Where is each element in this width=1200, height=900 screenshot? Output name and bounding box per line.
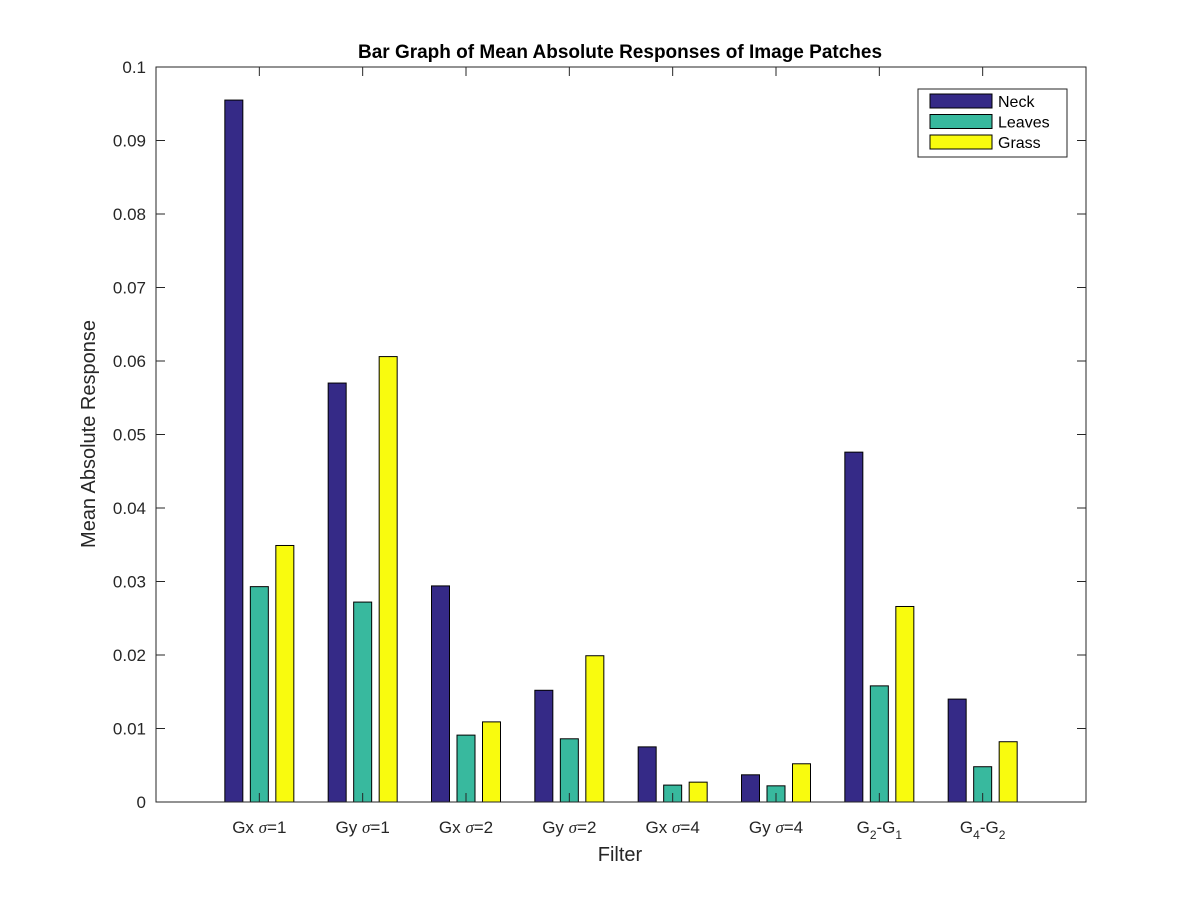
bar-leaves-1 <box>353 601 373 803</box>
legend-label-grass: Grass <box>998 135 1041 152</box>
bar-grass-2 <box>482 721 501 803</box>
bar-neck-0 <box>224 99 244 803</box>
y-tick-label: 0 <box>137 793 146 812</box>
bar-grass-0 <box>275 544 295 803</box>
y-tick-label: 0.1 <box>122 58 146 77</box>
y-tick-label: 0.08 <box>113 205 146 224</box>
y-tick-label: 0.09 <box>113 132 146 151</box>
x-tick-label-3: Gy σ=2 <box>542 818 596 837</box>
bar-grass-1 <box>378 356 398 803</box>
bar-neck-2 <box>431 585 450 803</box>
bar-leaves-3 <box>559 738 579 803</box>
x-axis: Gx σ=1 Gy σ=1 Gx σ=2 Gy σ=2 Gx σ=4 Gy σ=4 G2-G… <box>232 67 1006 842</box>
bar-neck-7 <box>947 698 967 803</box>
bar-leaves-6 <box>869 685 889 803</box>
legend-label-neck: Neck <box>998 94 1035 111</box>
bar-neck-1 <box>327 382 347 803</box>
bar-grass-3 <box>585 655 605 803</box>
y-tick-label: 0.05 <box>113 426 146 445</box>
y-tick-label: 0.07 <box>113 279 146 298</box>
legend-swatch-leaves <box>929 114 993 129</box>
y-tick-label: 0.06 <box>113 352 146 371</box>
bar-neck-3 <box>534 689 554 803</box>
x-tick-label-0: Gx σ=1 <box>232 818 286 837</box>
bar-grass-7 <box>998 741 1018 803</box>
y-tick-label: 0.01 <box>113 720 146 739</box>
y-axis-label: Mean Absolute Response <box>78 320 100 548</box>
y-tick-label: 0.04 <box>113 499 146 518</box>
bar-leaves-2 <box>456 734 476 803</box>
y-axis: 0 0.01 0.02 0.03 0.04 0.05 0.06 0.07 0.08 0.09 0.1 <box>113 58 1086 812</box>
legend-swatch-neck <box>929 93 993 109</box>
bar-neck-5 <box>741 774 760 803</box>
x-tick-label-4: Gx σ=4 <box>646 818 700 837</box>
bar-neck-4 <box>637 746 657 803</box>
x-tick-label-5: Gy σ=4 <box>749 818 803 837</box>
bar-leaves-0 <box>249 586 269 803</box>
x-tick-label-7: G4-G2 <box>960 818 1006 842</box>
bar-grass-6 <box>895 605 915 803</box>
bar-grass-4 <box>688 781 708 803</box>
x-tick-label-6: G2-G1 <box>857 818 903 842</box>
x-tick-label-1: Gy σ=1 <box>336 818 390 837</box>
x-tick-label-2: Gx σ=2 <box>439 818 493 837</box>
bar-grass-5 <box>792 763 811 803</box>
x-axis-label: Filter <box>598 844 643 866</box>
y-tick-label: 0.03 <box>113 573 146 592</box>
legend-swatch-grass <box>929 134 993 150</box>
bar-neck-6 <box>844 451 864 803</box>
y-tick-label: 0.02 <box>113 646 146 665</box>
legend-label-leaves: Leaves <box>998 115 1050 132</box>
legend: Neck Leaves Grass <box>917 88 1068 158</box>
chart-title: Bar Graph of Mean Absolute Responses of … <box>358 42 882 63</box>
bars-group <box>224 99 1018 803</box>
